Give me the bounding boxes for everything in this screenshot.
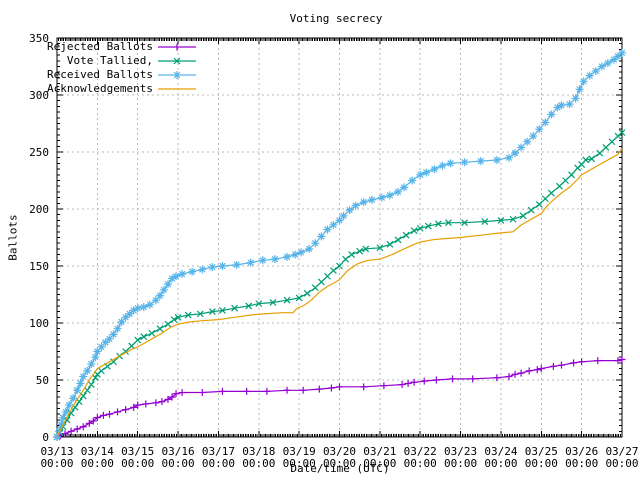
y-tick-label: 0 (42, 431, 49, 444)
x-tick-label-time: 00:00 (201, 457, 235, 470)
x-tick-label-time: 00:00 (444, 457, 478, 470)
x-tick-label-date: 03/23 (444, 445, 478, 458)
y-tick-label: 200 (29, 203, 49, 216)
x-tick-label-time: 00:00 (242, 457, 276, 470)
y-tick-label: 100 (29, 317, 49, 330)
x-tick-label-date: 03/27 (605, 445, 639, 458)
y-tick-label: 250 (29, 146, 49, 159)
x-tick-label-time: 00:00 (403, 457, 437, 470)
x-tick-label-time: 00:00 (605, 457, 639, 470)
x-tick-label-time: 00:00 (161, 457, 195, 470)
x-tick-label-date: 03/17 (201, 445, 235, 458)
x-tick-label-time: 00:00 (80, 457, 114, 470)
grid-lines (57, 38, 622, 437)
plot-border (56, 37, 623, 438)
legend-sample-vote-tallied (158, 57, 196, 65)
x-tick-label-date: 03/16 (161, 445, 195, 458)
y-tick-label: 150 (29, 260, 49, 273)
x-tick-label-date: 03/25 (524, 445, 558, 458)
y-tick-label: 300 (29, 89, 49, 102)
legend-item-received-ballots: Received Ballots (47, 68, 153, 81)
legend-item-rejected-ballots: Rejected Ballots (47, 40, 153, 53)
legend-item-vote-tallied: Vote Tallied, (66, 54, 153, 67)
y-tick-label: 350 (29, 32, 49, 45)
x-tick-label-time: 00:00 (282, 457, 316, 470)
x-tick-label-time: 00:00 (40, 457, 74, 470)
x-tick-label-time: 00:00 (121, 457, 155, 470)
x-tick-label-date: 03/13 (40, 445, 74, 458)
x-tick-label-date: 03/19 (282, 445, 316, 458)
x-tick-label-time: 00:00 (565, 457, 599, 470)
x-tick-label-time: 00:00 (524, 457, 558, 470)
y-axis-label: Ballots (6, 214, 20, 261)
legend-sample-received-ballots (158, 71, 196, 79)
x-tick-label-date: 03/15 (121, 445, 155, 458)
x-tick-label-date: 03/18 (242, 445, 276, 458)
y-tick-label: 50 (35, 374, 49, 387)
x-tick-label-date: 03/22 (403, 445, 437, 458)
chart-title: Voting secrecy (289, 12, 383, 25)
x-tick-label-date: 03/24 (484, 445, 518, 458)
x-tick-label-date: 03/14 (80, 445, 114, 458)
x-tick-label-date: 03/21 (363, 445, 397, 458)
legend-sample-rejected-ballots (158, 43, 196, 51)
x-axis-label: Date/time (UTC) (290, 462, 390, 475)
legend-item-acknowledgements: Acknowledgements (47, 82, 153, 95)
x-tick-label-date: 03/26 (565, 445, 599, 458)
x-tick-label-date: 03/20 (322, 445, 357, 458)
x-tick-label-time: 00:00 (363, 457, 397, 470)
x-tick-label-time: 00:00 (322, 457, 357, 470)
x-tick-label-time: 00:00 (484, 457, 518, 470)
series-line-acknowledgements (56, 149, 622, 438)
